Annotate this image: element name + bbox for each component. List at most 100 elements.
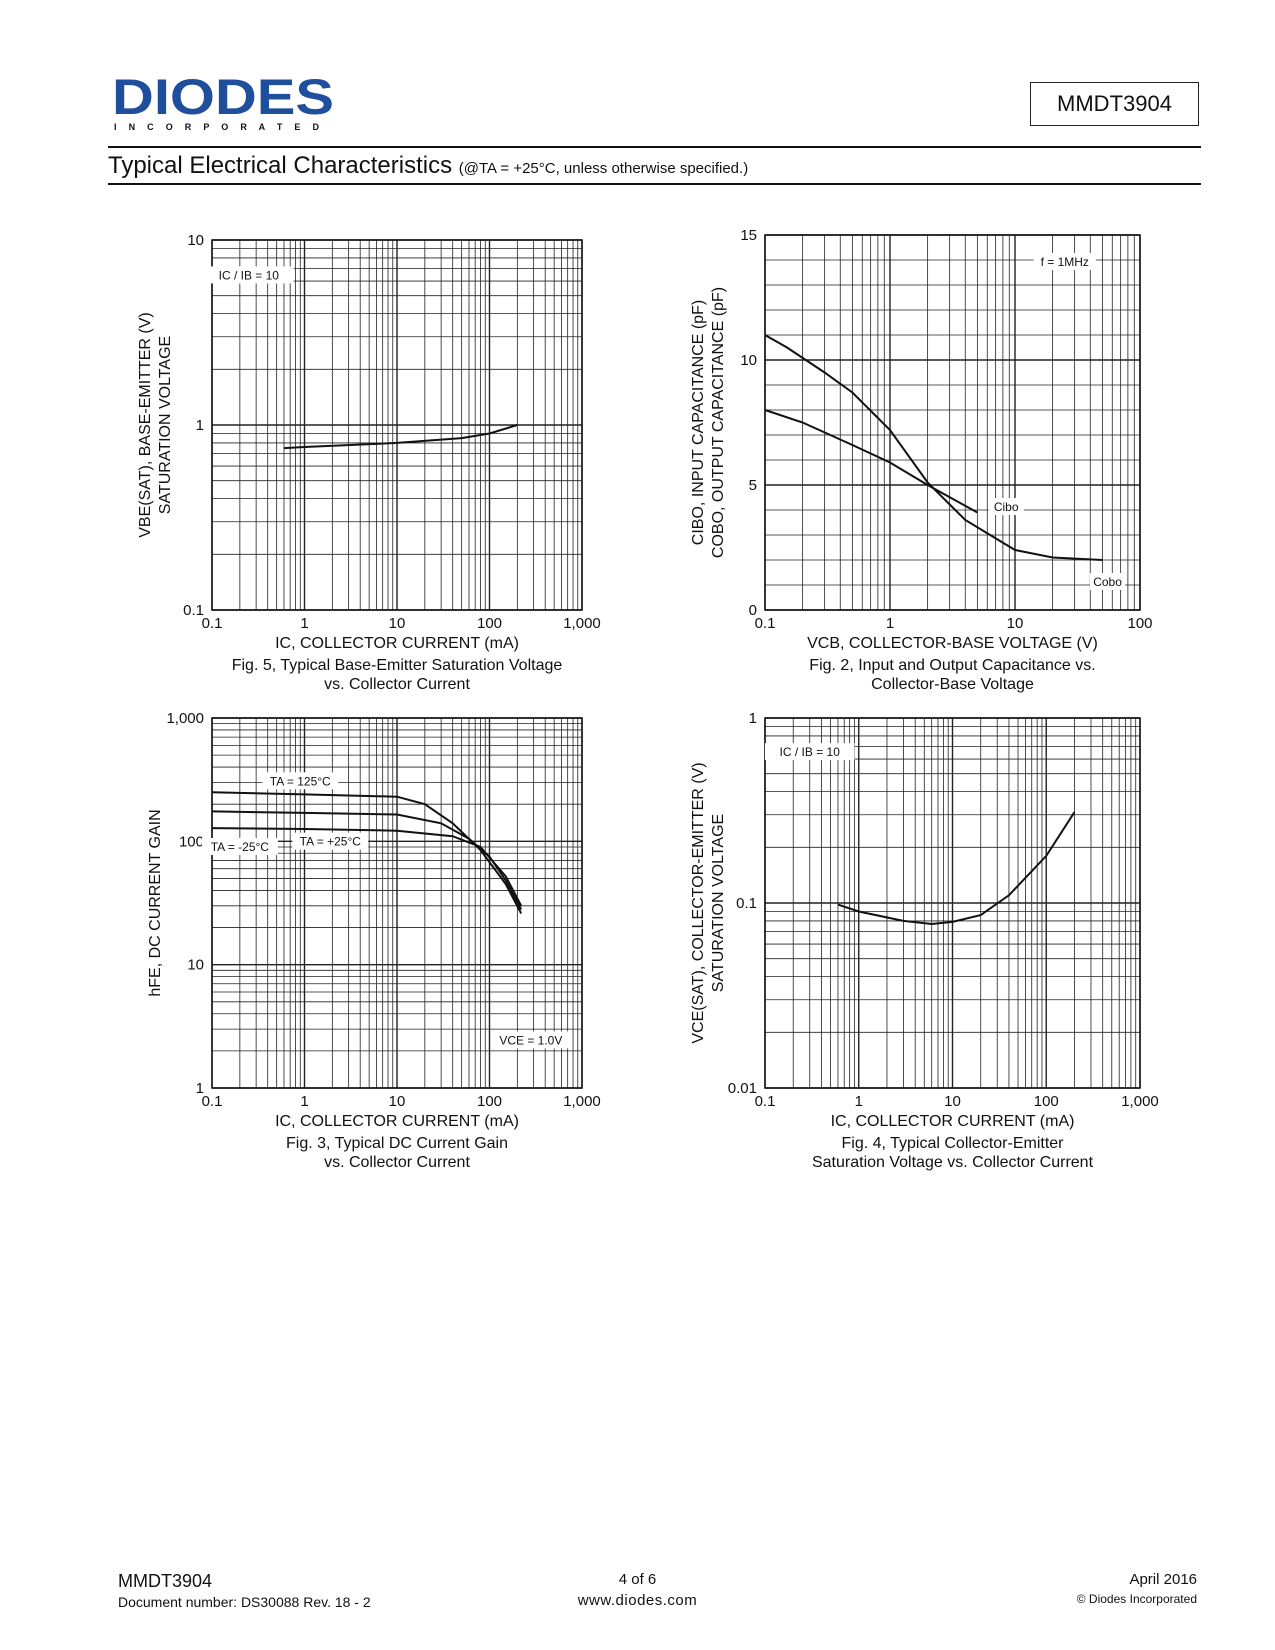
annotation-bg [1033,253,1096,270]
part-number-box: MMDT3904 [1030,82,1199,126]
annotation-bg [988,498,1024,515]
annotation-bg [492,1031,569,1049]
figure-caption: Saturation Voltage vs. Collector Current [812,1154,1094,1171]
x-axis-label: IC, COLLECTOR CURRENT (mA) [275,635,519,652]
annotation-bg [1089,573,1126,590]
figure-caption: Fig. 3, Typical DC Current Gain [286,1135,508,1152]
annotation-bg [204,266,294,284]
annotation-bg [262,772,339,790]
section-title-block: Typical Electrical Characteristics (@TA … [108,152,748,180]
y-axis-label: SATURATION VOLTAGE [710,814,727,992]
figure-caption: Fig. 5, Typical Base-Emitter Saturation … [232,657,563,674]
chart-fig2: 0.1 1 10 100 0 5 10 15 VCB, COLLECTOR-BASE VOLTA… [690,227,1153,693]
x-tick-label: 1,000 [1121,1093,1159,1110]
x-tick-label: 1 [300,615,308,632]
chart-grid [764,717,1141,1089]
series-line-1 [764,409,978,514]
y-tick-label: 100 [179,833,204,850]
header-rule-bottom [108,183,1201,185]
figure-caption: vs. Collector Current [324,676,470,693]
x-tick-label: 100 [1034,1093,1059,1110]
annotation-label: TA = 125°C [270,774,331,788]
annotation-label: Cibo [994,500,1019,514]
x-tick-label: 0.1 [202,1093,223,1110]
footer-part-number: MMDT3904 [118,1571,213,1591]
annotation-label: IC / IB = 10 [780,745,841,759]
y-axis-label: CIBO, INPUT CAPACITANCE (pF) [690,300,707,545]
figure-caption: vs. Collector Current [324,1154,470,1171]
x-axis-label: IC, COLLECTOR CURRENT (mA) [275,1113,519,1130]
y-tick-label: 0.01 [728,1080,757,1097]
x-tick-label: 100 [1127,615,1152,632]
series-line-1 [211,810,523,910]
y-axis-label: VCE(SAT), COLLECTOR-EMITTER (V) [690,762,707,1043]
series-line-0 [837,811,1076,926]
part-number: MMDT3904 [1057,91,1172,116]
annotation-label: VCE = 1.0V [499,1033,562,1047]
plot-frame [211,239,583,611]
footer-copyright: © Diodes Incorporated [1076,1592,1197,1606]
annotation-label: f = 1MHz [1041,255,1089,269]
y-axis-label: hFE, DC CURRENT GAIN [147,809,164,996]
plot-frame [764,717,1141,1089]
annotation-label: TA = +25°C [300,835,362,849]
plot-frame [211,717,583,1089]
section-conditions: (@TA = +25°C, unless otherwise specified… [458,160,749,177]
series-line-0 [764,334,1103,561]
y-tick-label: 0.1 [183,602,204,619]
y-tick-label: 5 [749,477,757,494]
x-tick-label: 100 [477,1093,502,1110]
x-tick-label: 0.1 [755,615,776,632]
annotation-bg [201,838,278,856]
x-tick-label: 1,000 [563,1093,601,1110]
y-tick-label: 1 [196,1080,204,1097]
figure-caption: Fig. 2, Input and Output Capacitance vs. [809,657,1095,674]
figure-caption: Collector-Base Voltage [871,676,1034,693]
x-tick-label: 10 [944,1093,961,1110]
series-line-0 [283,424,518,450]
x-tick-label: 10 [389,1093,406,1110]
y-tick-label: 10 [740,352,757,369]
diodes-logo: DIODES I N C O R P O R A T E D [112,70,334,132]
annotation-label: TA = -25°C [211,840,270,854]
chart-grid [211,239,583,611]
x-tick-label: 1 [300,1093,308,1110]
footer-page-number: 4 of 6 [618,1571,657,1588]
x-tick-label: 1 [855,1093,863,1110]
annotation-bg [764,743,855,761]
y-axis-label: COBO, OUTPUT CAPACITANCE (pF) [710,287,727,558]
annotation-bg [292,832,369,850]
x-axis-label: VCB, COLLECTOR-BASE VOLTAGE (V) [807,635,1098,652]
series-line-0 [211,791,523,914]
y-tick-label: 15 [740,227,757,244]
y-tick-label: 0.1 [736,895,757,912]
x-tick-label: 10 [389,615,406,632]
chart-grid [211,717,583,1089]
y-axis-label: SATURATION VOLTAGE [157,336,174,514]
header-rule-top [108,146,1201,148]
x-tick-label: 0.1 [202,615,223,632]
y-axis-label: VBE(SAT), BASE-EMITTER (V) [137,312,154,538]
figure-caption: Fig. 4, Typical Collector-Emitter [842,1135,1065,1152]
plot-frame [764,234,1141,611]
x-tick-label: 10 [1007,615,1024,632]
annotation-label: Cobo [1093,575,1122,589]
chart-fig5: 0.1 1 10 100 1,000 0.1 1 10 IC, COLLECTOR CURREN… [137,232,601,693]
y-tick-label: 10 [187,957,204,974]
footer-document-number: Document number: DS30088 Rev. 18 - 2 [118,1594,371,1610]
y-tick-label: 10 [187,232,204,249]
y-tick-label: 0 [749,602,757,619]
chart-grid [764,234,1141,611]
y-tick-label: 1 [749,710,757,727]
footer-website-link[interactable]: www.diodes.com [577,1592,698,1609]
x-tick-label: 1 [886,615,894,632]
footer-date: April 2016 [1129,1571,1197,1588]
y-tick-label: 1,000 [166,710,204,727]
x-tick-label: 0.1 [755,1093,776,1110]
section-title: Typical Electrical Characteristics [108,152,453,179]
annotation-label: IC / IB = 10 [219,268,280,282]
y-tick-label: 1 [196,417,204,434]
